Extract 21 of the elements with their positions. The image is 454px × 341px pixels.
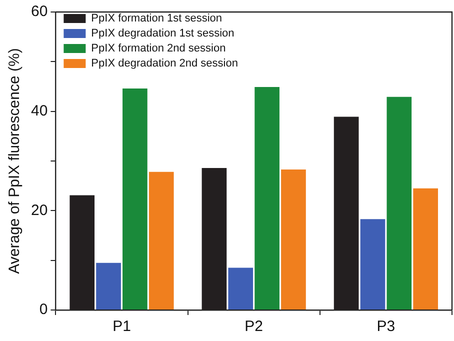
y-tick-label: 40	[30, 102, 48, 120]
legend-label: PpIX degradation 2nd session	[91, 58, 238, 70]
bar	[254, 86, 280, 310]
bar	[96, 262, 121, 310]
y-tick-label: 20	[30, 202, 48, 219]
y-axis-title: Average of PpIX fluorescence (%)	[6, 48, 24, 274]
x-tick-label: P3	[376, 318, 396, 336]
legend-label: PpIX formation 1st session	[91, 12, 222, 25]
x-tick-label: P2	[244, 318, 264, 336]
y-tick-label: 0	[39, 301, 48, 318]
bar	[148, 172, 174, 310]
legend-label: PpIX degradation 1st session	[91, 28, 234, 40]
bar	[281, 169, 306, 310]
bar	[122, 88, 148, 310]
y-tick-label: 60	[30, 3, 48, 20]
bar	[228, 268, 254, 310]
x-tick-label: P1	[112, 318, 131, 336]
bar	[360, 219, 386, 310]
bar	[413, 188, 438, 310]
bar	[386, 96, 412, 310]
legend-label: PpIX formation 2nd session	[91, 42, 226, 55]
